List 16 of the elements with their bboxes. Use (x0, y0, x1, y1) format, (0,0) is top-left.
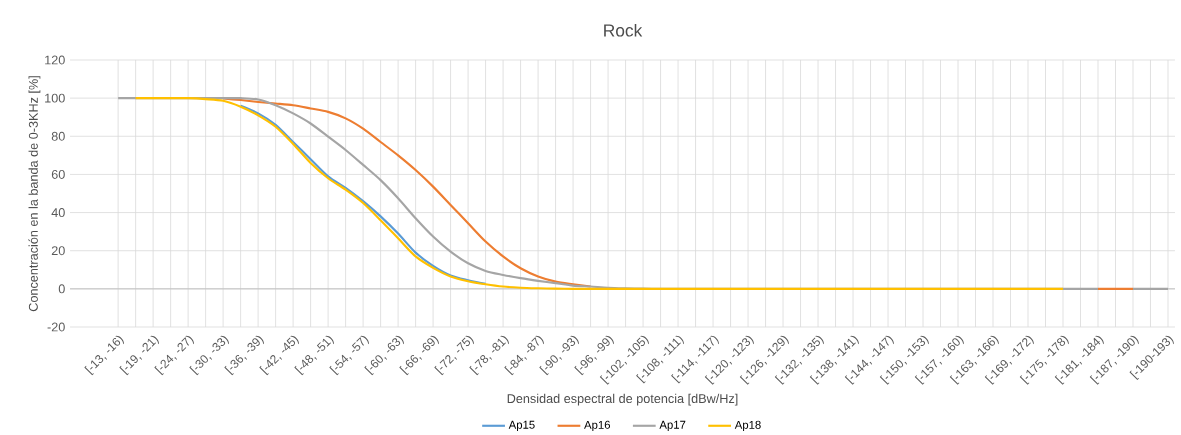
legend-label: Ap17 (659, 420, 686, 432)
y-tick-label: 40 (51, 208, 65, 218)
legend-label: Ap16 (584, 420, 611, 432)
y-tick-label: 60 (51, 169, 65, 179)
legend-label: Ap15 (508, 420, 535, 432)
line-series (239, 104, 487, 285)
y-axis-title: Concentración en la banda de 0-3KHz [%] (28, 76, 41, 312)
y-tick-label: 120 (45, 55, 65, 65)
y-tick-label: 20 (51, 246, 65, 256)
y-tick-label: -20 (47, 322, 65, 332)
x-axis-title: Densidad espectral de potencia [dBw/Hz] (507, 393, 738, 406)
chart-title: Rock (604, 23, 643, 37)
y-tick-label: 0 (58, 284, 65, 294)
y-tick-label: 80 (51, 131, 65, 141)
legend-label: Ap18 (734, 420, 761, 432)
y-tick-label: 100 (45, 93, 65, 103)
